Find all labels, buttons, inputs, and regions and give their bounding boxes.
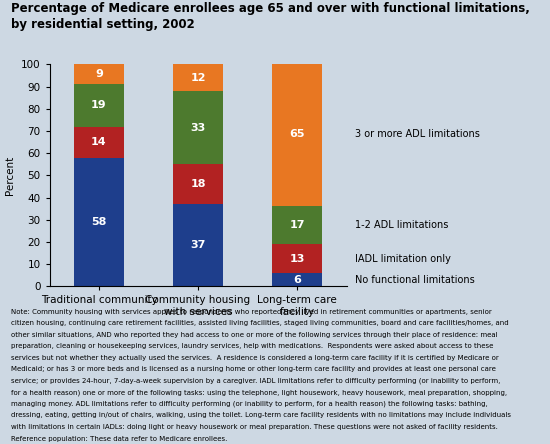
Bar	[173, 164, 223, 204]
Text: citizen housing, continuing care retirement facilities, assisted living faciliti: citizen housing, continuing care retirem…	[11, 320, 509, 326]
Text: for a health reason) one or more of the following tasks: using the telephone, li: for a health reason) one or more of the …	[11, 389, 507, 396]
Text: preparation, cleaning or housekeeping services, laundry services, help with medi: preparation, cleaning or housekeeping se…	[11, 343, 493, 349]
Text: 33: 33	[190, 123, 206, 133]
Text: 1-2 ADL limitations: 1-2 ADL limitations	[355, 220, 448, 230]
Bar	[74, 64, 124, 84]
Text: IADL limitation only: IADL limitation only	[355, 254, 450, 264]
Text: managing money. ADL limitations refer to difficulty performing (or inability to : managing money. ADL limitations refer to…	[11, 401, 488, 408]
Text: 65: 65	[289, 129, 305, 139]
Text: Medicaid; or has 3 or more beds and is licensed as a nursing home or other long-: Medicaid; or has 3 or more beds and is l…	[11, 366, 496, 373]
Bar	[272, 273, 322, 286]
Text: 17: 17	[289, 220, 305, 230]
Text: 12: 12	[190, 73, 206, 83]
Text: 18: 18	[190, 179, 206, 189]
Bar	[74, 127, 124, 158]
Bar	[173, 91, 223, 164]
Text: other similar situations, AND who reported they had access to one or more of the: other similar situations, AND who report…	[11, 332, 498, 338]
Text: 3 or more ADL limitations: 3 or more ADL limitations	[355, 129, 480, 139]
Bar	[272, 244, 322, 273]
Text: 19: 19	[91, 100, 107, 111]
Text: 13: 13	[289, 254, 305, 264]
Text: 6: 6	[293, 275, 301, 285]
Bar	[272, 206, 322, 244]
Bar	[74, 158, 124, 286]
Text: Percentage of Medicare enrollees age 65 and over with functional limitations,
by: Percentage of Medicare enrollees age 65 …	[11, 2, 530, 31]
Text: No functional limitations: No functional limitations	[355, 275, 475, 285]
Bar	[74, 84, 124, 127]
Text: 37: 37	[190, 240, 206, 250]
Y-axis label: Percent: Percent	[6, 156, 15, 195]
Text: 14: 14	[91, 137, 107, 147]
Text: service; or provides 24-hour, 7-day-a-week supervision by a caregiver. IADL limi: service; or provides 24-hour, 7-day-a-we…	[11, 378, 500, 385]
Bar	[173, 64, 223, 91]
Text: dressing, eating, getting in/out of chairs, walking, using the toilet. Long-term: dressing, eating, getting in/out of chai…	[11, 412, 511, 419]
Text: 58: 58	[91, 217, 107, 227]
Text: Note: Community housing with services applies to respondents who reported they l: Note: Community housing with services ap…	[11, 309, 492, 315]
Text: services but not whether they actually used the services.  A residence is consid: services but not whether they actually u…	[11, 355, 499, 361]
Text: Reference population: These data refer to Medicare enrollees.: Reference population: These data refer t…	[11, 436, 227, 442]
Text: 9: 9	[95, 69, 103, 79]
Text: with limitations in certain IADLs: doing light or heavy housework or meal prepar: with limitations in certain IADLs: doing…	[11, 424, 498, 430]
Bar	[173, 204, 223, 286]
Bar	[272, 62, 322, 206]
